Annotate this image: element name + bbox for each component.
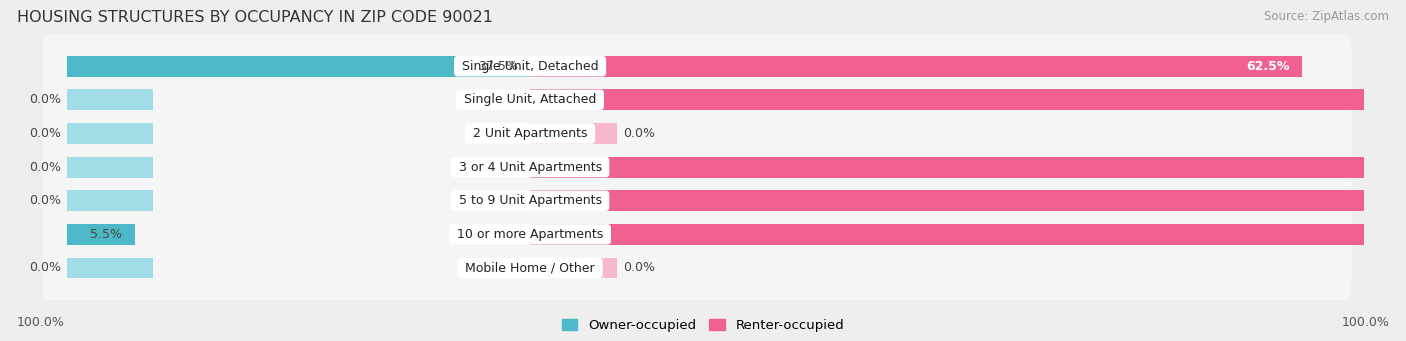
FancyBboxPatch shape <box>42 101 1351 166</box>
Bar <box>67 224 135 245</box>
Text: 0.0%: 0.0% <box>623 127 655 140</box>
Bar <box>530 224 1406 245</box>
Text: 2 Unit Apartments: 2 Unit Apartments <box>468 127 592 140</box>
Bar <box>67 123 153 144</box>
Text: Mobile Home / Other: Mobile Home / Other <box>461 262 599 275</box>
Bar <box>67 257 153 278</box>
Text: 62.5%: 62.5% <box>1246 60 1289 73</box>
Text: 0.0%: 0.0% <box>28 161 60 174</box>
Bar <box>67 89 153 110</box>
Bar <box>67 157 153 178</box>
Text: 0.0%: 0.0% <box>28 127 60 140</box>
Text: 100.0%: 100.0% <box>1341 316 1389 329</box>
FancyBboxPatch shape <box>42 236 1351 300</box>
Text: 0.0%: 0.0% <box>28 262 60 275</box>
Text: 0.0%: 0.0% <box>623 262 655 275</box>
Bar <box>530 157 1406 178</box>
Text: Single Unit, Detached: Single Unit, Detached <box>458 60 602 73</box>
Legend: Owner-occupied, Renter-occupied: Owner-occupied, Renter-occupied <box>557 314 849 337</box>
Bar <box>530 56 1302 77</box>
Text: 0.0%: 0.0% <box>28 194 60 207</box>
Text: 37.5%: 37.5% <box>478 60 517 73</box>
Bar <box>530 190 1406 211</box>
Bar <box>530 89 1406 110</box>
Text: 10 or more Apartments: 10 or more Apartments <box>453 228 607 241</box>
Text: 100.0%: 100.0% <box>17 316 65 329</box>
FancyBboxPatch shape <box>42 34 1351 99</box>
Bar <box>67 190 153 211</box>
Text: 3 or 4 Unit Apartments: 3 or 4 Unit Apartments <box>454 161 606 174</box>
Text: 5 to 9 Unit Apartments: 5 to 9 Unit Apartments <box>454 194 606 207</box>
Bar <box>67 56 530 77</box>
FancyBboxPatch shape <box>42 68 1351 132</box>
Text: 0.0%: 0.0% <box>28 93 60 106</box>
Text: 5.5%: 5.5% <box>90 228 122 241</box>
FancyBboxPatch shape <box>42 135 1351 199</box>
FancyBboxPatch shape <box>42 202 1351 267</box>
Bar <box>530 257 617 278</box>
Text: Source: ZipAtlas.com: Source: ZipAtlas.com <box>1264 10 1389 23</box>
FancyBboxPatch shape <box>42 168 1351 233</box>
Text: HOUSING STRUCTURES BY OCCUPANCY IN ZIP CODE 90021: HOUSING STRUCTURES BY OCCUPANCY IN ZIP C… <box>17 10 494 25</box>
Text: Single Unit, Attached: Single Unit, Attached <box>460 93 600 106</box>
Bar <box>530 123 617 144</box>
